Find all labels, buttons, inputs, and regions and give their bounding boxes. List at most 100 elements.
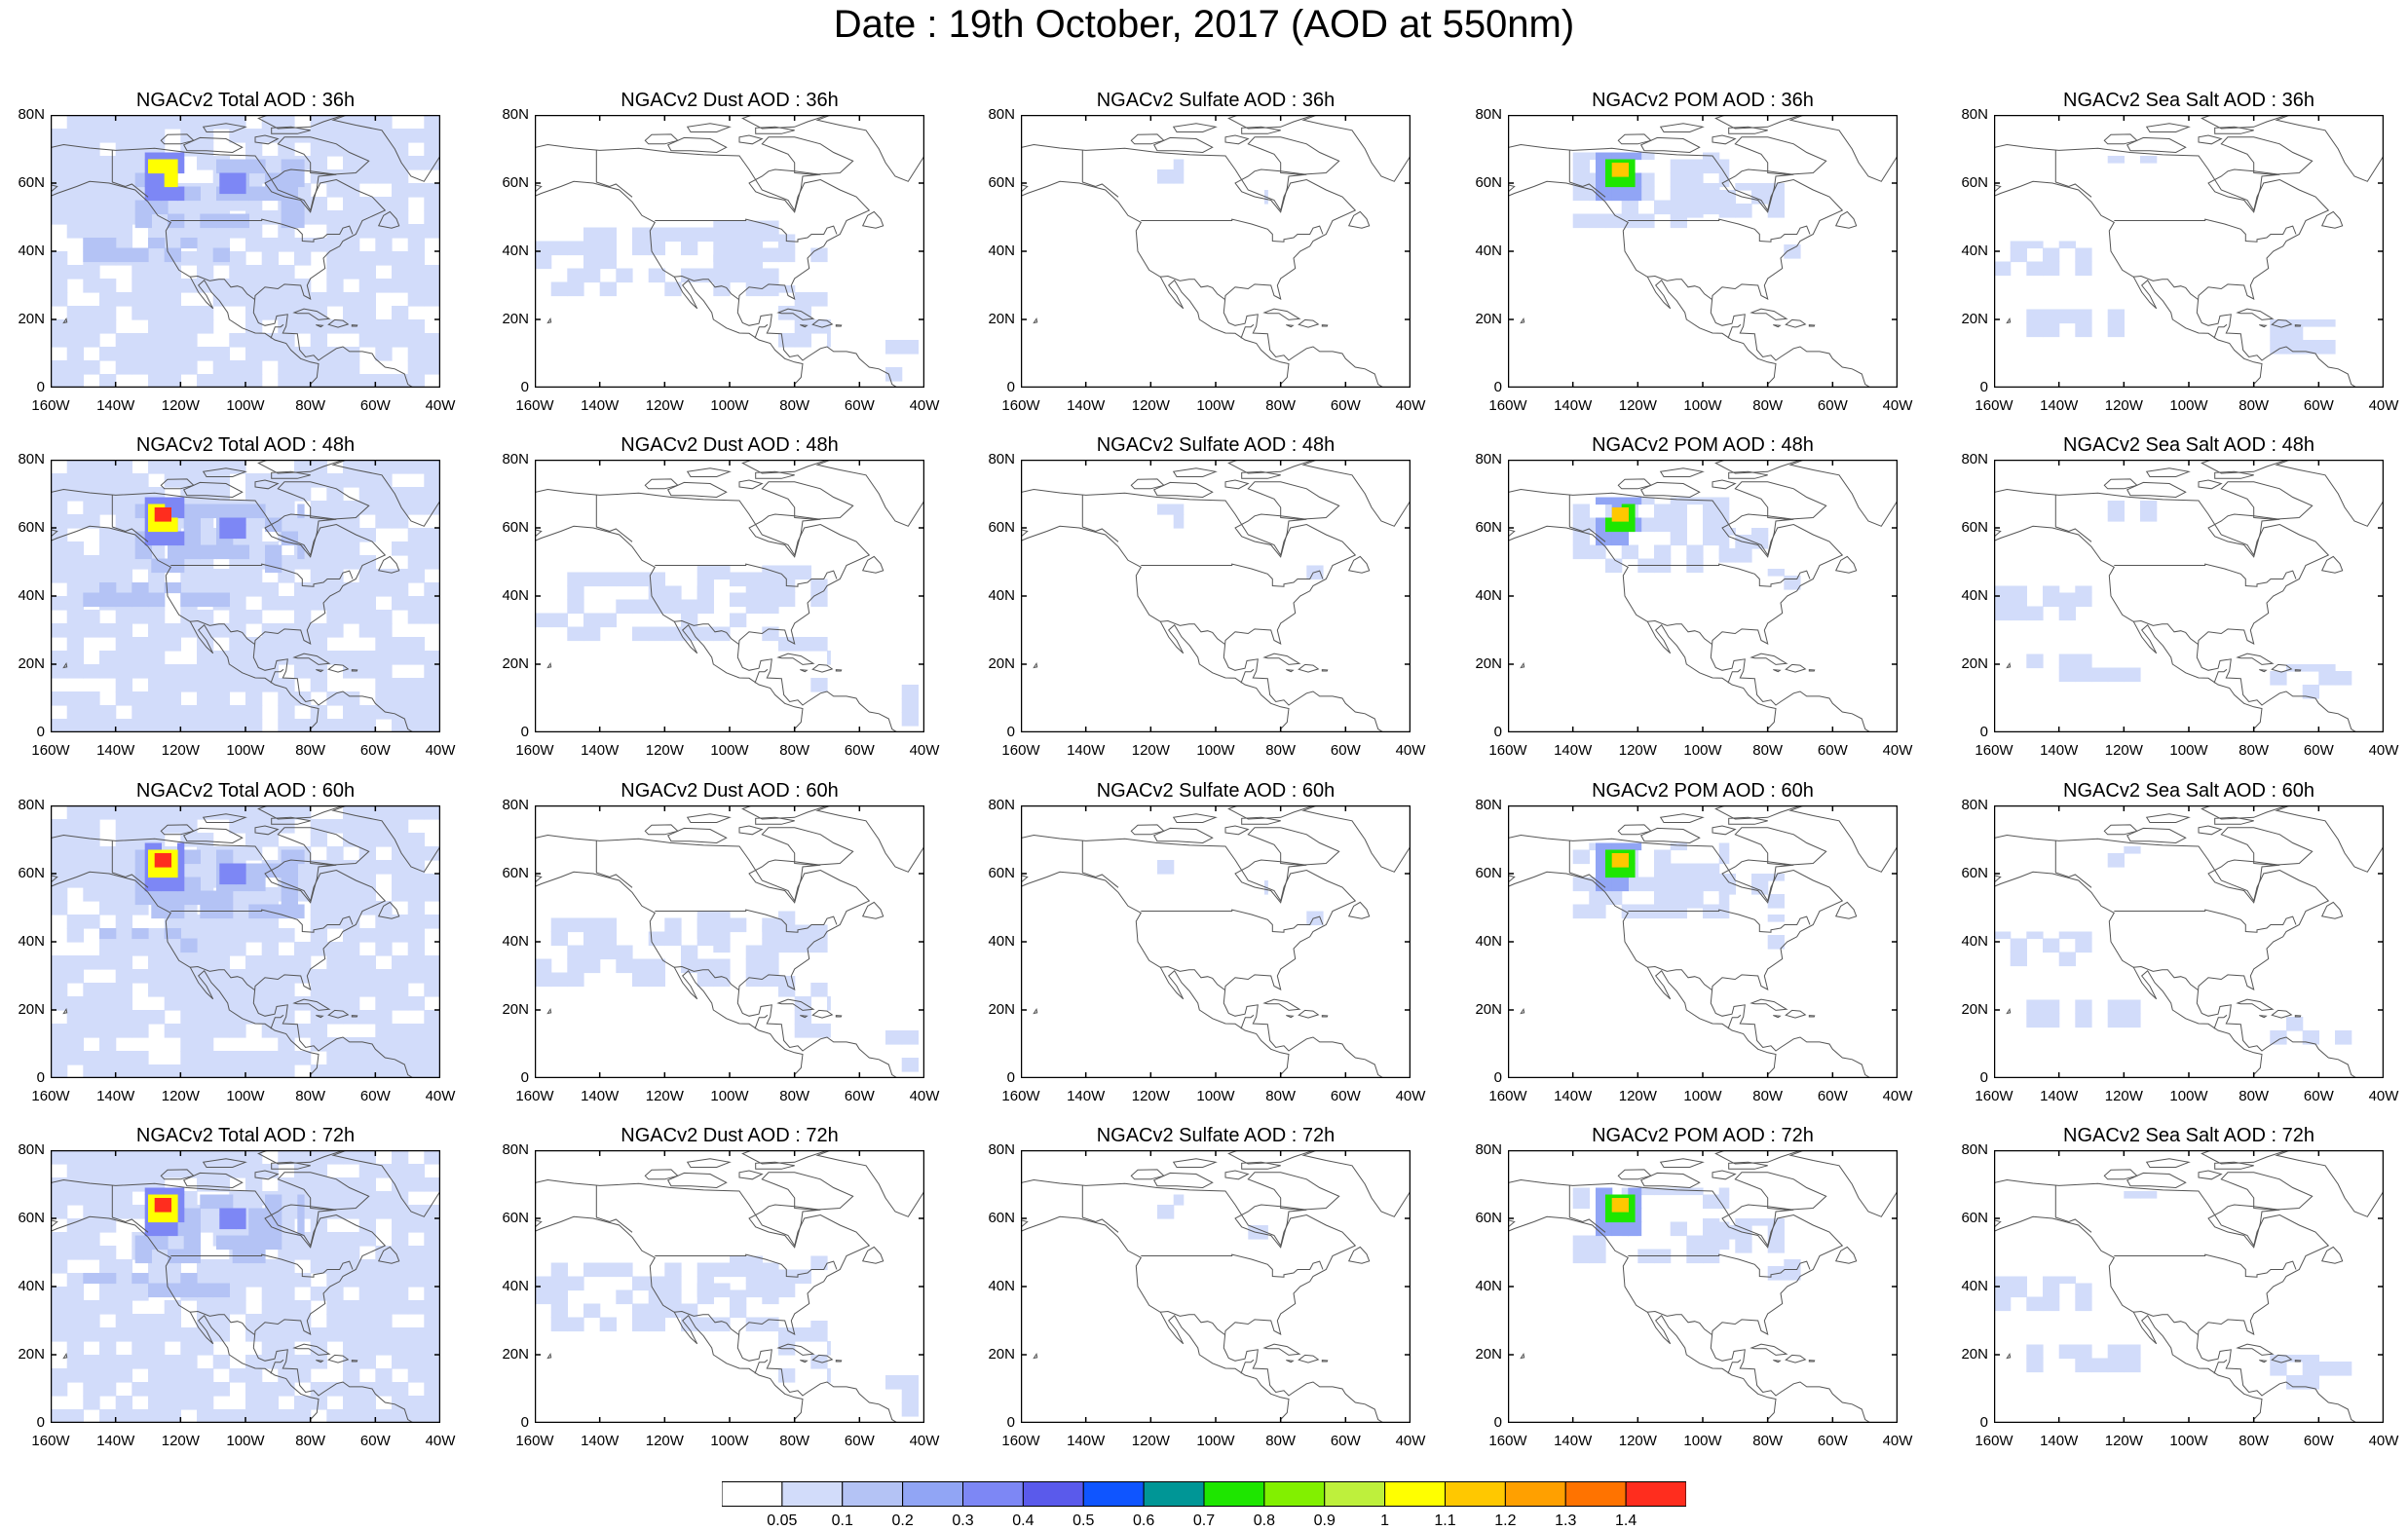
aod-cell bbox=[778, 938, 796, 953]
aod-cell bbox=[99, 582, 117, 594]
aod-cell bbox=[197, 528, 214, 542]
aod-cell bbox=[326, 265, 344, 280]
aod-cell bbox=[164, 1064, 181, 1078]
lon-tick-label: 120W bbox=[1131, 742, 1170, 759]
aod-cell bbox=[407, 942, 425, 956]
lon-tick-label: 160W bbox=[31, 397, 70, 414]
aod-cell bbox=[177, 877, 185, 892]
lon-tick-label: 140W bbox=[2040, 742, 2079, 759]
aod-cell bbox=[1686, 183, 1704, 191]
aod-cell bbox=[424, 210, 440, 225]
aod-cell bbox=[51, 983, 68, 997]
coastline bbox=[2214, 1161, 2254, 1170]
aod-cell bbox=[681, 599, 698, 615]
aod-cell bbox=[180, 1273, 198, 1285]
coastline bbox=[1788, 460, 1898, 527]
aod-cell bbox=[66, 969, 84, 984]
lat-tick-label: 60N bbox=[988, 519, 1015, 536]
aod-cell bbox=[664, 1276, 682, 1291]
border-line bbox=[2054, 150, 2092, 198]
aod-cell bbox=[229, 333, 246, 348]
coastline bbox=[316, 1015, 324, 1019]
aod-cell bbox=[245, 1382, 263, 1397]
aod-cell bbox=[183, 890, 201, 906]
coastline bbox=[2006, 317, 2012, 324]
aod-cell bbox=[358, 306, 376, 320]
aod-cell bbox=[51, 473, 68, 488]
aod-cell bbox=[583, 268, 601, 283]
aod-cell bbox=[132, 1341, 149, 1356]
aod-cell bbox=[407, 555, 425, 570]
aod-cell bbox=[1735, 1218, 1752, 1226]
lon-tick-label: 140W bbox=[96, 1433, 135, 1449]
map-panel: NGACv2 Total AOD : 60h 80N 60N 40N 20N 0 160W 1… bbox=[18, 780, 455, 1104]
aod-cell bbox=[2270, 340, 2287, 355]
border-line bbox=[111, 1185, 149, 1233]
aod-cell bbox=[115, 1287, 132, 1301]
aod-cell bbox=[148, 333, 166, 348]
coastline bbox=[1262, 308, 1301, 320]
aod-cell bbox=[51, 651, 68, 665]
lon-tick-label: 100W bbox=[1196, 397, 1235, 414]
aod-cell bbox=[392, 874, 409, 888]
aod-cell bbox=[294, 251, 312, 266]
aod-cell bbox=[132, 582, 149, 594]
aod-cell bbox=[212, 360, 230, 375]
lon-tick-label: 120W bbox=[2104, 397, 2143, 414]
panel-title: NGACv2 Dust AOD : 36h bbox=[621, 90, 839, 111]
aod-cell bbox=[2107, 667, 2125, 683]
colorbar-box bbox=[1384, 1481, 1447, 1507]
aod-cell bbox=[245, 719, 263, 732]
aod-cell bbox=[151, 200, 169, 215]
aod-cell bbox=[407, 1341, 425, 1356]
aod-cell bbox=[261, 969, 279, 984]
aod-cell bbox=[632, 1317, 650, 1332]
lat-tick-label: 80N bbox=[502, 1141, 529, 1158]
aod-cell bbox=[115, 805, 132, 820]
aod-cell bbox=[83, 955, 100, 970]
border-line bbox=[111, 150, 149, 198]
aod-cell bbox=[164, 637, 181, 652]
aod-cell bbox=[407, 1300, 425, 1315]
aod-cell bbox=[424, 501, 440, 515]
coastline bbox=[686, 467, 732, 477]
aod-cell bbox=[216, 159, 234, 174]
aod-cell bbox=[164, 1024, 181, 1038]
aod-cell bbox=[2058, 931, 2076, 940]
aod-cell bbox=[550, 1276, 568, 1291]
aod-cell bbox=[1572, 877, 1590, 892]
aod-cell bbox=[51, 197, 68, 211]
aod-cell bbox=[83, 860, 100, 875]
aod-cell bbox=[51, 360, 68, 375]
lon-tick-label: 60W bbox=[844, 1088, 875, 1104]
aod-cell bbox=[358, 279, 376, 293]
aod-cell bbox=[51, 514, 68, 529]
aod-cell bbox=[99, 1218, 117, 1233]
aod-cell bbox=[648, 972, 665, 988]
aod-cell bbox=[197, 1024, 214, 1038]
map-panel: NGACv2 Dust AOD : 72h 80N 60N 40N 20N 0 160W 14… bbox=[502, 1125, 939, 1449]
border-line bbox=[1646, 965, 1712, 990]
aod-cell bbox=[713, 1317, 731, 1332]
coastline bbox=[327, 1009, 350, 1019]
aod-cell bbox=[164, 159, 178, 174]
aod-cell bbox=[265, 1221, 282, 1237]
aod-cell bbox=[229, 1409, 246, 1423]
aod-cell bbox=[343, 501, 360, 515]
aod-cell bbox=[343, 1051, 360, 1065]
aod-cell bbox=[281, 863, 298, 878]
aod-cell bbox=[148, 610, 166, 624]
aod-cell bbox=[83, 1051, 100, 1065]
coastline bbox=[811, 1009, 834, 1019]
lat-tick-label: 20N bbox=[18, 655, 45, 672]
aod-cell bbox=[392, 1024, 409, 1038]
aod-cell bbox=[278, 347, 295, 361]
coastline bbox=[1021, 143, 1385, 388]
aod-cell bbox=[424, 969, 440, 984]
colorbar-label: 0.05 bbox=[767, 1512, 798, 1529]
coastline bbox=[2201, 460, 2289, 474]
aod-cell bbox=[343, 1300, 360, 1315]
lon-tick-label: 100W bbox=[2169, 1433, 2208, 1449]
aod-cell bbox=[164, 1368, 181, 1383]
colorbar-box bbox=[962, 1481, 1024, 1507]
